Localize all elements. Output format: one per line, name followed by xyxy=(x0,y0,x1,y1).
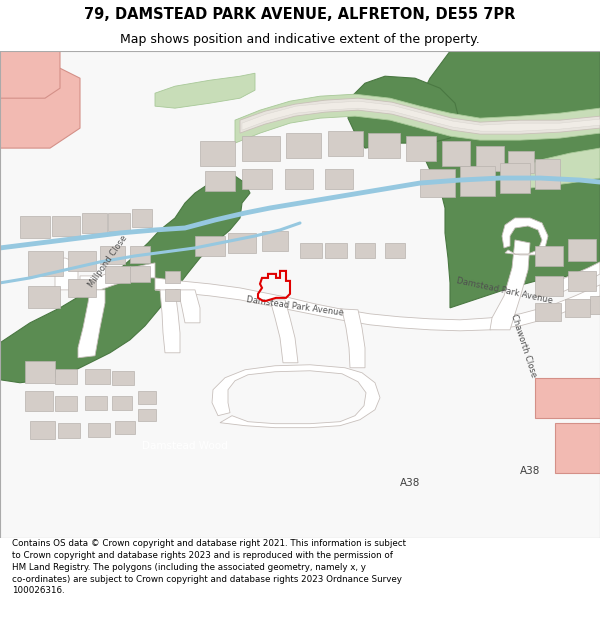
Bar xyxy=(242,136,280,161)
Text: Damstead Park Avenue: Damstead Park Avenue xyxy=(456,276,554,306)
Polygon shape xyxy=(235,94,600,143)
Text: Damstead Park Avenue: Damstead Park Avenue xyxy=(246,294,344,317)
Text: Contains OS data © Crown copyright and database right 2021. This information is : Contains OS data © Crown copyright and d… xyxy=(12,539,406,596)
Bar xyxy=(30,421,55,439)
Bar xyxy=(85,396,107,410)
Bar xyxy=(55,396,77,411)
Bar xyxy=(28,251,63,276)
Bar xyxy=(262,231,288,251)
Bar xyxy=(82,213,107,233)
Polygon shape xyxy=(340,309,365,368)
Polygon shape xyxy=(0,176,250,382)
Polygon shape xyxy=(502,218,548,255)
Bar xyxy=(58,422,80,437)
Bar xyxy=(476,146,504,171)
Bar xyxy=(105,266,130,283)
Bar xyxy=(535,246,563,266)
Bar xyxy=(355,243,375,258)
Bar xyxy=(568,239,596,261)
Bar xyxy=(165,289,180,301)
Bar xyxy=(406,136,436,161)
Bar xyxy=(20,216,50,238)
Bar xyxy=(112,396,132,410)
Bar xyxy=(590,296,600,314)
Text: Map shows position and indicative extent of the property.: Map shows position and indicative extent… xyxy=(120,34,480,46)
Text: 79, DAMSTEAD PARK AVENUE, ALFRETON, DE55 7PR: 79, DAMSTEAD PARK AVENUE, ALFRETON, DE55… xyxy=(85,7,515,22)
Bar xyxy=(535,276,563,296)
Polygon shape xyxy=(212,365,380,428)
Bar xyxy=(325,243,347,258)
Bar xyxy=(88,422,110,437)
Bar xyxy=(165,271,180,283)
Bar xyxy=(52,216,80,236)
Text: A38: A38 xyxy=(400,478,420,488)
Polygon shape xyxy=(175,290,200,323)
Polygon shape xyxy=(535,378,600,418)
Polygon shape xyxy=(242,101,600,131)
Bar xyxy=(286,133,321,158)
Bar xyxy=(442,141,470,166)
Polygon shape xyxy=(155,73,255,108)
Polygon shape xyxy=(548,262,600,293)
Polygon shape xyxy=(415,51,600,308)
Polygon shape xyxy=(490,240,530,330)
Polygon shape xyxy=(240,98,600,134)
Bar xyxy=(130,246,150,263)
Bar xyxy=(535,303,561,321)
Bar xyxy=(25,391,53,411)
Bar xyxy=(138,391,156,404)
Bar xyxy=(508,151,534,173)
Bar xyxy=(242,169,272,189)
Bar xyxy=(108,213,130,231)
Bar xyxy=(368,133,400,158)
Polygon shape xyxy=(155,278,600,331)
Bar xyxy=(568,271,596,291)
Text: A38: A38 xyxy=(520,466,540,476)
Bar xyxy=(28,286,60,308)
Bar xyxy=(132,209,152,227)
Bar xyxy=(205,171,235,191)
Bar xyxy=(565,299,590,317)
Bar xyxy=(115,421,135,434)
Bar xyxy=(285,169,313,189)
Bar xyxy=(68,279,96,297)
Bar xyxy=(68,251,96,271)
Bar xyxy=(200,141,235,166)
Bar xyxy=(112,371,134,385)
Bar xyxy=(535,159,560,189)
Text: Chaworth Close: Chaworth Close xyxy=(509,313,538,379)
Bar xyxy=(325,169,353,189)
Polygon shape xyxy=(0,63,80,148)
Bar xyxy=(55,369,77,384)
Bar xyxy=(300,243,322,258)
Bar xyxy=(500,163,530,193)
Polygon shape xyxy=(348,76,460,148)
Bar xyxy=(138,409,156,421)
Polygon shape xyxy=(515,148,600,188)
Text: Millpond Close: Millpond Close xyxy=(87,233,129,289)
Polygon shape xyxy=(78,290,105,357)
Bar xyxy=(195,236,225,256)
Bar xyxy=(85,369,110,384)
Polygon shape xyxy=(80,263,155,290)
Bar xyxy=(25,361,55,382)
Bar xyxy=(130,266,150,282)
Polygon shape xyxy=(555,422,600,472)
Bar xyxy=(460,166,495,196)
Polygon shape xyxy=(268,300,298,362)
Bar xyxy=(228,233,256,253)
Bar xyxy=(420,169,455,197)
Polygon shape xyxy=(155,290,180,352)
Polygon shape xyxy=(0,51,60,98)
Polygon shape xyxy=(55,258,78,290)
Bar xyxy=(100,246,125,264)
Bar xyxy=(328,131,363,156)
Text: Damstead Wood: Damstead Wood xyxy=(142,441,228,451)
Bar xyxy=(385,243,405,258)
